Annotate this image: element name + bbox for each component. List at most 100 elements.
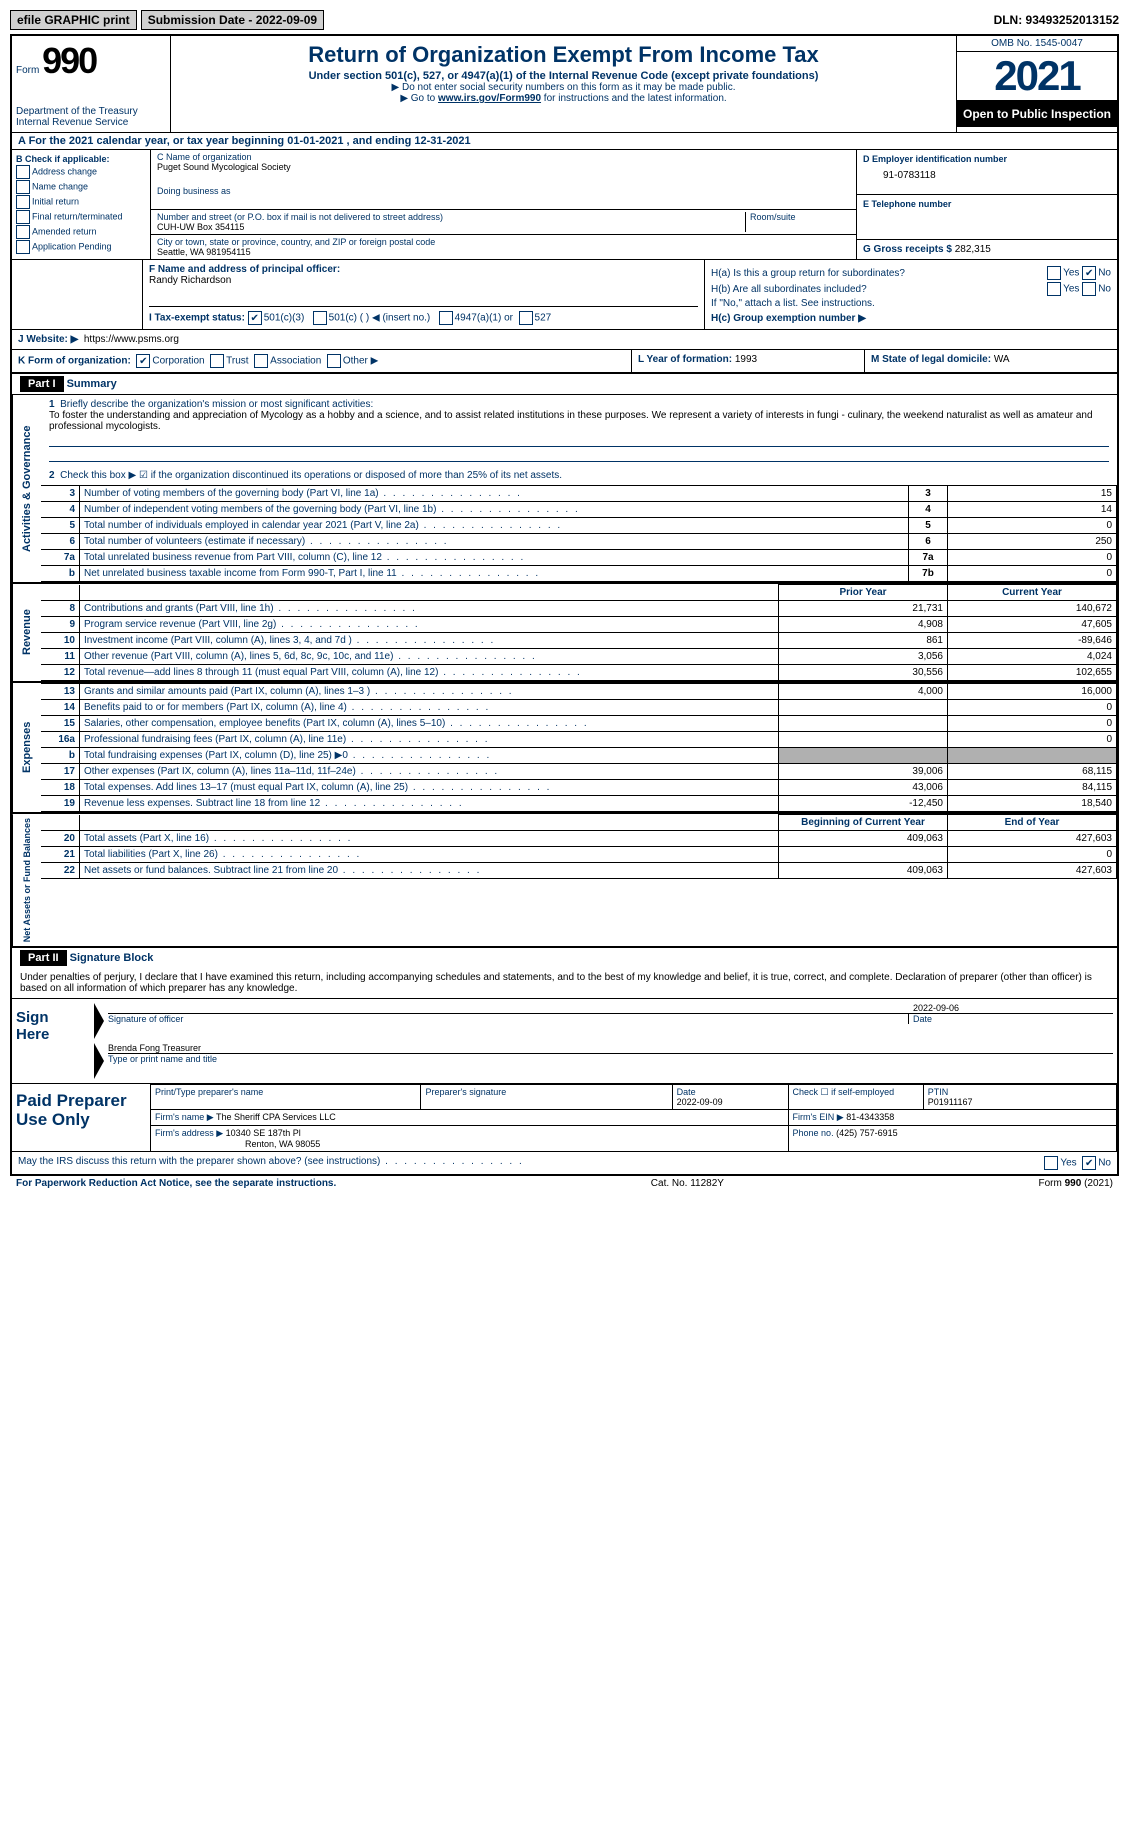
irs-label: Internal Revenue Service: [16, 117, 166, 128]
cb-corp[interactable]: ✔: [136, 354, 150, 368]
tax-year-begin: 01-01-2021: [287, 135, 343, 147]
city-state-zip: Seattle, WA 981954115: [157, 247, 850, 257]
cb-initial-return[interactable]: [16, 195, 30, 209]
form-footer: Form 990 (2021): [1039, 1178, 1113, 1189]
cb-app-pending[interactable]: [16, 240, 30, 254]
cb-address-change[interactable]: [16, 165, 30, 179]
table-expenses: 13Grants and similar amounts paid (Part …: [41, 683, 1117, 812]
prep-name-label: Print/Type preparer's name: [155, 1087, 263, 1097]
sign-here-label: Sign Here: [12, 999, 90, 1083]
cb-assoc[interactable]: [254, 354, 268, 368]
city-label: City or town, state or province, country…: [157, 237, 850, 247]
prep-sig-label: Preparer's signature: [425, 1087, 506, 1097]
form-title: Return of Organization Exempt From Incom…: [179, 42, 948, 68]
mayirs-no: No: [1098, 1158, 1111, 1169]
check-self-employed: Check ☐ if self-employed: [788, 1085, 923, 1110]
firm-addr-label: Firm's address ▶: [155, 1128, 223, 1138]
irs-link[interactable]: www.irs.gov/Form990: [438, 93, 541, 104]
date-label: Date: [908, 1014, 1113, 1024]
opt-address-change: Address change: [32, 166, 97, 176]
submission-date-button[interactable]: Submission Date - 2022-09-09: [141, 10, 324, 30]
firm-addr1: 10340 SE 187th Pl: [226, 1128, 301, 1138]
cb-ha-yes[interactable]: [1047, 266, 1061, 280]
paid-preparer-label: Paid Preparer Use Only: [12, 1084, 150, 1151]
phone-value: (425) 757-6915: [836, 1128, 898, 1138]
perjury-declaration: Under penalties of perjury, I declare th…: [12, 968, 1117, 999]
officer-printed-name: Brenda Fong Treasurer: [108, 1043, 1113, 1053]
ptin-value: P01911167: [928, 1097, 973, 1107]
cb-trust[interactable]: [210, 354, 224, 368]
cb-name-change[interactable]: [16, 180, 30, 194]
gross-label: G Gross receipts $: [863, 244, 952, 255]
part1-header: Part I: [20, 376, 64, 392]
open-public-label: Open to Public Inspection: [957, 101, 1117, 127]
year-formation: 1993: [735, 354, 757, 365]
cb-mayirs-yes[interactable]: [1044, 1156, 1058, 1170]
table-revenue: Prior Year Current Year 8Contributions a…: [41, 584, 1117, 681]
paperwork-notice: For Paperwork Reduction Act Notice, see …: [16, 1178, 336, 1189]
officer-label: F Name and address of principal officer:: [149, 264, 698, 275]
tax-exempt-label: I Tax-exempt status:: [149, 313, 245, 324]
org-name: Puget Sound Mycological Society: [157, 162, 850, 172]
hc-label: H(c) Group exemption number ▶: [711, 313, 1111, 324]
mayirs-yes: Yes: [1060, 1158, 1076, 1169]
ha-no: No: [1098, 268, 1111, 279]
tel-label: E Telephone number: [863, 199, 1111, 209]
row-a-mid: , and ending: [347, 135, 415, 147]
efile-button[interactable]: efile GRAPHIC print: [10, 10, 137, 30]
end-year-hdr: End of Year: [948, 815, 1117, 831]
part1-title: Summary: [67, 378, 117, 390]
sig-arrow-icon-2: [94, 1043, 104, 1079]
opt-trust: Trust: [226, 356, 248, 367]
cb-amended[interactable]: [16, 225, 30, 239]
firm-ein: 81-4343358: [846, 1112, 894, 1122]
form-container: Form 990 Department of the Treasury Inte…: [10, 34, 1119, 1176]
goto-post: for instructions and the latest informat…: [541, 93, 727, 104]
dept-label: Department of the Treasury: [16, 106, 166, 117]
opt-amended: Amended return: [32, 226, 97, 236]
side-expenses: Expenses: [12, 683, 41, 812]
website-label: J Website: ▶: [18, 334, 78, 345]
cb-527[interactable]: [519, 311, 533, 325]
cb-hb-no[interactable]: [1082, 282, 1096, 296]
line1-label: Briefly describe the organization's miss…: [60, 399, 373, 410]
opt-527: 527: [535, 313, 552, 324]
opt-501c: 501(c) ( ) ◀ (insert no.): [329, 313, 431, 324]
side-revenue: Revenue: [12, 584, 41, 681]
cat-number: Cat. No. 11282Y: [651, 1178, 724, 1189]
opt-corp: Corporation: [152, 356, 204, 367]
opt-final-return: Final return/terminated: [32, 211, 123, 221]
tax-year-end: 12-31-2021: [414, 135, 470, 147]
prep-date-label: Date: [677, 1087, 696, 1097]
gross-receipts: 282,315: [955, 244, 991, 255]
hb-yes: Yes: [1063, 284, 1079, 295]
year-formation-label: L Year of formation:: [638, 354, 732, 365]
cb-ha-no[interactable]: ✔: [1082, 266, 1096, 280]
side-activities: Activities & Governance: [12, 395, 41, 582]
room-label: Room/suite: [750, 212, 850, 222]
opt-4947: 4947(a)(1) or: [455, 313, 513, 324]
firm-addr2: Renton, WA 98055: [155, 1139, 320, 1149]
cb-final-return[interactable]: [16, 210, 30, 224]
ein-value: 91-0783118: [863, 170, 1111, 181]
cb-501c[interactable]: [313, 311, 327, 325]
cb-4947[interactable]: [439, 311, 453, 325]
form-word: Form: [16, 65, 39, 76]
preparer-table: Print/Type preparer's name Preparer's si…: [150, 1084, 1117, 1151]
part2-header: Part II: [20, 950, 67, 966]
cb-hb-yes[interactable]: [1047, 282, 1061, 296]
line2-text: Check this box ▶ ☑ if the organization d…: [60, 470, 562, 481]
opt-501c3: 501(c)(3): [264, 313, 305, 324]
hb-label: H(b) Are all subordinates included?: [711, 284, 867, 295]
cb-mayirs-no[interactable]: ✔: [1082, 1156, 1096, 1170]
opt-assoc: Association: [270, 356, 321, 367]
cb-501c3[interactable]: ✔: [248, 311, 262, 325]
form-subtitle: Under section 501(c), 527, or 4947(a)(1)…: [179, 70, 948, 82]
goto-pre: ▶ Go to: [400, 93, 438, 104]
current-year-hdr: Current Year: [948, 585, 1117, 601]
hb-no: No: [1098, 284, 1111, 295]
org-name-label: C Name of organization: [157, 152, 850, 162]
cb-other[interactable]: [327, 354, 341, 368]
begin-year-hdr: Beginning of Current Year: [779, 815, 948, 831]
opt-initial-return: Initial return: [32, 196, 79, 206]
